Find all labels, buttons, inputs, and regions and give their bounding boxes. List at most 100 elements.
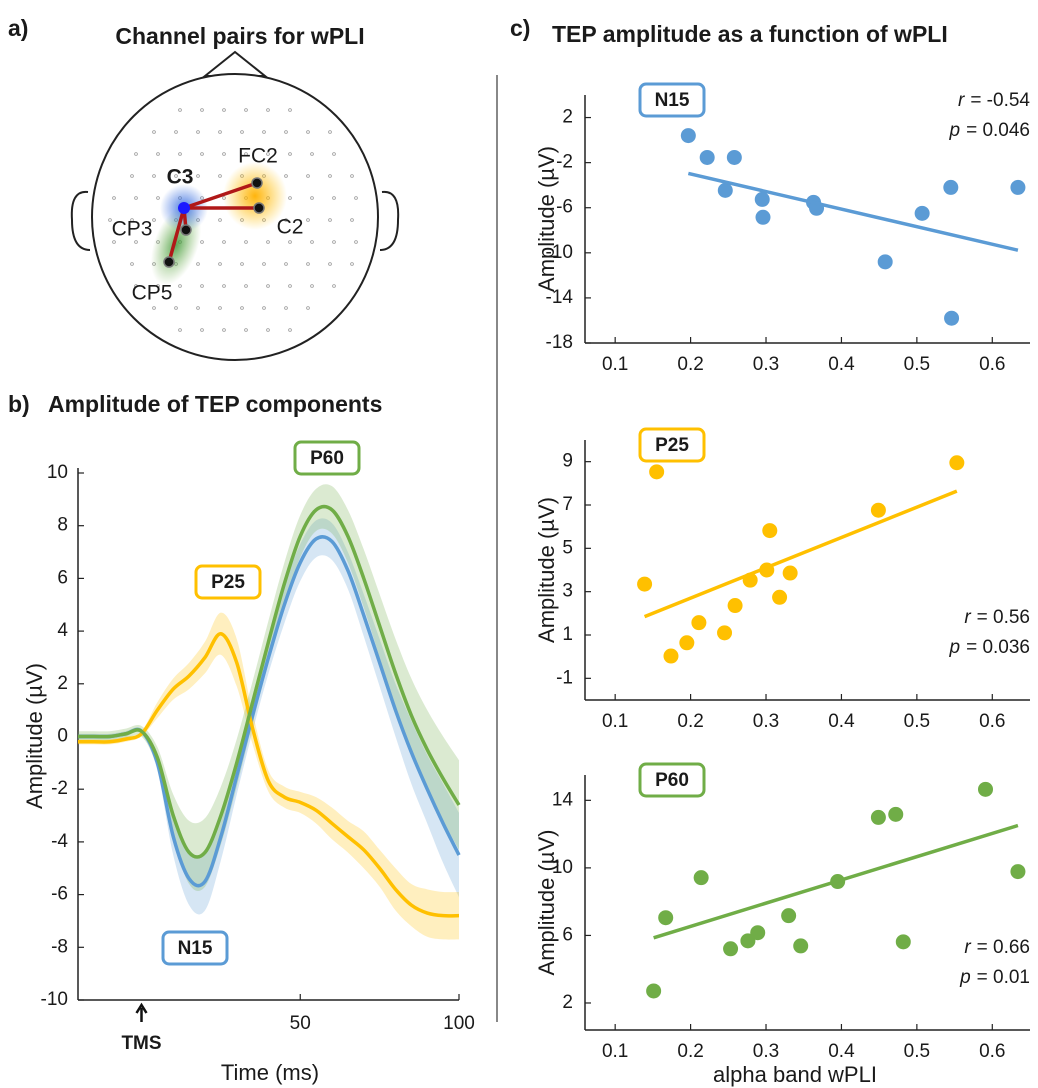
panel-label: a) [8,15,28,41]
y-tick-label: -10 [41,989,68,1010]
grid-electrode [222,108,226,112]
x-tick-label: 0.4 [828,711,855,732]
head-map: C3 FC2 C2 CP3 CP5 [70,50,400,361]
y-tick-label: -8 [51,936,68,957]
point [646,983,662,999]
point [727,598,743,614]
grid-electrode [196,306,200,310]
grid-electrode [328,262,332,266]
point [944,310,960,326]
grid-electrode [288,108,292,112]
x-tick-label: 0.6 [979,1041,1005,1062]
series-line [78,504,461,859]
error-band [78,612,459,940]
electrode [180,224,192,236]
x-tick-label: 0.2 [677,354,703,375]
y-tick-label: -6 [51,884,68,905]
fit-line [653,823,1019,940]
grid-electrode [156,196,160,200]
grid-electrode [350,174,354,178]
panel-label: b) [8,391,30,417]
grid-electrode [310,240,314,244]
blob [223,162,287,230]
series-line [78,632,460,918]
grid-electrode [262,306,266,310]
point [663,648,679,664]
grid-electrode [284,306,288,310]
grid-electrode [222,328,226,332]
grid-electrode [112,196,116,200]
grid-electrode [196,130,200,134]
legend-box [161,930,229,966]
y-axis-label: Amplitude (µV) [534,146,559,292]
point [717,182,733,198]
x-tick-label: 0.3 [753,354,779,375]
grid-electrode [266,108,270,112]
grid-electrode [134,196,138,200]
panel-title: TEP amplitude as a function of wPLI [552,21,948,47]
grid-electrode [218,218,222,222]
point [888,806,904,822]
grid-electrode [332,284,336,288]
grid-electrode [112,240,116,244]
point [895,934,911,950]
ear [379,190,400,251]
stat: r = -0.54 [958,90,1030,111]
legend-box [194,564,262,600]
y-tick-label: 10 [552,857,573,878]
stat: p = 0.01 [959,967,1030,988]
y-tick-label: 14 [552,789,574,810]
y-tick-label: -10 [546,242,573,263]
legend-label: N15 [178,938,213,959]
grid-electrode [200,328,204,332]
point [680,128,696,144]
grid-electrode [244,284,248,288]
point [978,781,993,797]
grid-electrode [108,218,112,222]
legend-box [638,82,706,118]
point [754,191,770,207]
grid-electrode [328,218,332,222]
point [679,635,695,651]
y-tick-label: 9 [562,451,573,472]
grid-electrode [284,174,288,178]
y-tick-label: 0 [57,726,68,747]
grid-electrode [130,174,134,178]
y-tick-label: 6 [562,924,573,945]
point [693,870,709,886]
grid-electrode [354,196,358,200]
error-band [78,484,459,892]
grid-electrode [332,196,336,200]
point [914,205,930,221]
grid-electrode [178,152,182,156]
legend-box [638,762,706,798]
y-tick-label: -14 [546,287,574,308]
electrode [253,202,265,214]
stat-value: = 0.66 [977,937,1030,958]
grid-electrode [350,218,354,222]
legend-label: P60 [655,770,689,791]
panel-label: c) [510,15,530,41]
grid-electrode [152,306,156,310]
y-tick-label: 3 [562,581,573,602]
point [755,209,771,225]
grid-electrode [284,130,288,134]
grid-electrode [134,284,138,288]
x-tick-label: 0.2 [677,1041,703,1062]
grid-electrode [156,284,160,288]
channel-label: C3 [167,166,194,189]
x-tick-label: 0.3 [753,1041,779,1062]
y-tick-label: 2 [562,992,573,1013]
grid-electrode [178,328,182,332]
x-tick-label: 0.6 [979,711,1005,732]
electrode [251,177,263,189]
point [726,149,742,165]
x-tick-label: 0.5 [904,354,930,375]
y-tick-label: 1 [562,624,573,645]
grid-electrode [306,262,310,266]
x-tick-label: 0.4 [828,1041,855,1062]
stat-symbol: r [964,937,971,958]
stat: r = 0.56 [964,607,1030,628]
point [877,254,893,270]
grid-electrode [134,240,138,244]
